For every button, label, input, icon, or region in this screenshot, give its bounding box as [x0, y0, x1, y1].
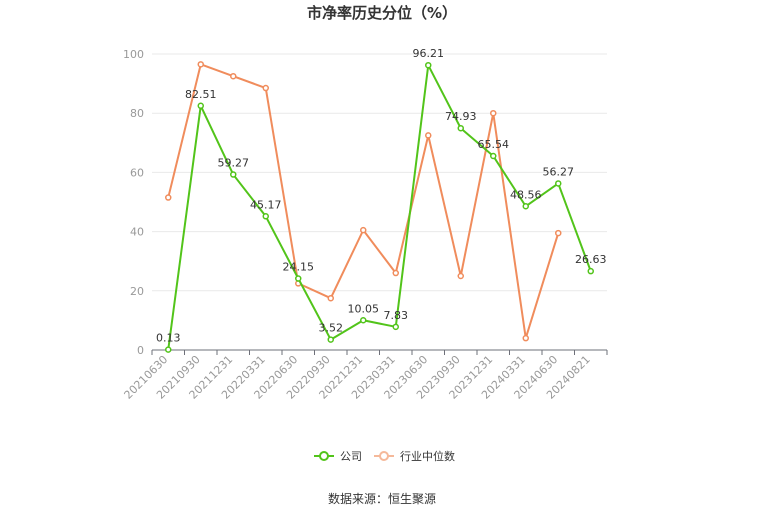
data-point[interactable] [165, 346, 172, 353]
series-line [167, 64, 592, 350]
data-point[interactable] [425, 132, 432, 139]
data-label: 26.63 [575, 253, 607, 266]
data-label: 74.93 [445, 110, 477, 123]
y-tick-label: 100 [123, 48, 144, 61]
data-label: 3.52 [319, 322, 344, 335]
legend-label: 行业中位数 [400, 449, 455, 463]
data-point[interactable] [425, 61, 432, 69]
legend-marker-icon [379, 451, 389, 461]
chart-title: 市净率历史分位（%） [307, 4, 457, 22]
y-tick-label: 80 [130, 107, 144, 120]
x-axis: 2021063020210930202112312022033120220630… [122, 349, 608, 402]
data-point[interactable] [490, 152, 497, 160]
data-point[interactable] [457, 124, 464, 132]
data-point[interactable] [360, 226, 367, 234]
data-point[interactable] [587, 267, 594, 275]
data-point[interactable] [262, 84, 269, 92]
y-tick-label: 60 [130, 166, 144, 179]
data-point[interactable] [197, 102, 204, 110]
y-axis: 0 20 40 60 80 100 [123, 48, 144, 357]
data-label: 56.27 [543, 165, 575, 178]
series-company [165, 61, 594, 353]
data-point[interactable] [295, 275, 302, 282]
data-point[interactable] [522, 334, 529, 342]
legend-label: 公司 [340, 450, 362, 463]
data-source: 数据来源：恒生聚源 [328, 491, 436, 506]
data-point[interactable] [457, 272, 464, 280]
data-label: 0.13 [156, 332, 181, 345]
data-label: 96.21 [413, 47, 445, 60]
grid-lines [152, 53, 607, 292]
series-line [167, 63, 560, 340]
data-point[interactable] [230, 72, 237, 80]
series-lines [165, 61, 594, 353]
data-label: 24.15 [283, 261, 315, 274]
data-point[interactable] [360, 317, 367, 324]
legend-item-industry-median[interactable]: 行业中位数 [374, 449, 455, 463]
data-label: 45.17 [250, 198, 282, 211]
data-label: 7.83 [384, 309, 409, 322]
data-label: 10.05 [348, 302, 380, 315]
y-tick-label: 40 [130, 226, 144, 239]
data-point[interactable] [327, 336, 334, 343]
data-point[interactable] [490, 109, 497, 117]
legend[interactable]: 公司 行业中位数 [314, 449, 455, 463]
legend-item-company[interactable]: 公司 [314, 450, 362, 463]
data-label: 82.51 [185, 88, 217, 101]
legend-marker-icon [319, 451, 329, 461]
data-point[interactable] [392, 323, 399, 331]
data-point[interactable] [522, 203, 529, 210]
y-tick-label: 0 [137, 344, 144, 357]
data-point[interactable] [165, 194, 172, 201]
data-label: 48.56 [510, 188, 542, 201]
data-point[interactable] [230, 171, 237, 178]
data-point[interactable] [197, 61, 204, 68]
data-point[interactable] [262, 213, 269, 220]
data-point[interactable] [392, 269, 399, 277]
data-label: 59.27 [218, 157, 250, 170]
data-label: 65.54 [478, 138, 510, 151]
data-point[interactable] [327, 294, 334, 302]
y-tick-label: 20 [130, 285, 144, 298]
data-point[interactable] [555, 229, 562, 237]
series-industry-median [165, 61, 562, 342]
data-point[interactable] [555, 180, 562, 187]
data-labels: 0.13 82.51 59.27 45.17 24.15 3.52 10.05 7.83 96.… [156, 47, 607, 344]
